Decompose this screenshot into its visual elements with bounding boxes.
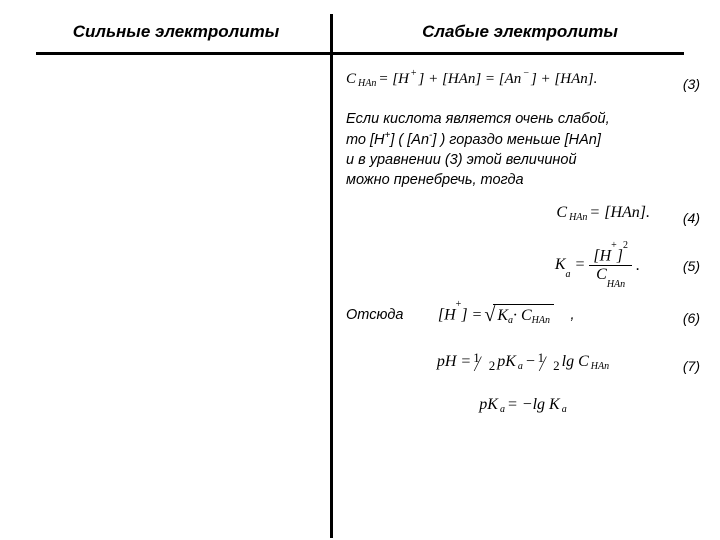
equation-3-number: (3)	[683, 76, 700, 92]
eq5-fraction: [H+]2 CHAn	[589, 246, 632, 286]
equation-3: CHAn = [H+] + [HAn] = [An−] + [HAn].	[346, 71, 597, 88]
equation-5-row: Ka = [H+]2 CHAn . (5)	[346, 246, 700, 286]
equation-4-number: (4)	[683, 210, 700, 226]
equation-6-number: (6)	[683, 310, 700, 326]
vertical-divider-header	[330, 14, 333, 52]
eq5-trail: .	[636, 257, 640, 275]
equation-4: CHAn = [HAn].	[556, 204, 650, 222]
explanatory-paragraph: Если кислота является очень слабой, то […	[346, 110, 700, 190]
eq5-lhs: Ka =	[555, 256, 585, 276]
header-strong-electrolytes: Сильные электролиты	[40, 22, 312, 42]
equation-3-row: CHAn = [H+] + [HAn] = [An−] + [HAn]. (3)	[346, 70, 700, 98]
equation-8-row: pKa = −lg Ka	[346, 396, 700, 424]
page: Сильные электролиты Слабые электролиты C…	[0, 0, 720, 540]
equation-5: Ka = [H+]2 CHAn .	[555, 246, 640, 286]
eq6-lhs: [H+] =	[438, 305, 482, 324]
eq6-trail: ,	[570, 307, 574, 323]
horizontal-divider	[36, 52, 684, 55]
equation-7-number: (7)	[683, 358, 700, 374]
table-header: Сильные электролиты Слабые электролиты	[40, 22, 680, 42]
eq6-lead: Отсюда	[346, 307, 403, 323]
vertical-divider-body	[330, 55, 333, 538]
para-line1: Если кислота является очень слабой,	[346, 111, 610, 127]
right-column: CHAn = [H+] + [HAn] = [An−] + [HAn]. (3)…	[346, 70, 700, 434]
eq5-numerator: [H+]2	[589, 246, 632, 265]
equation-4-row: CHAn = [HAn]. (4)	[346, 204, 700, 232]
header-weak-electrolytes: Слабые электролиты	[340, 22, 700, 42]
equation-6: [H+] = √ Ka · CHAn	[438, 304, 554, 325]
equation-8: pKa = −lg Ka	[479, 396, 566, 414]
eq5-denominator: CHAn	[592, 266, 629, 286]
equation-5-number: (5)	[683, 258, 700, 274]
equation-7: pH = 1⁄2 pKa − 1⁄2 lg CHAn	[437, 352, 609, 372]
eq6-radicand: Ka · CHAn	[493, 304, 554, 325]
para-line3: и в уравнении (3) этой величиной	[346, 152, 577, 168]
eq6-sqrt: √ Ka · CHAn	[484, 304, 554, 325]
para-line2: то [H+] ( [An-] ) гораздо меньше [HAn]	[346, 132, 601, 148]
equation-6-row: Отсюда [H+] = √ Ka · CHAn , (6)	[346, 304, 700, 332]
equation-7-row: pH = 1⁄2 pKa − 1⁄2 lg CHAn (7)	[346, 352, 700, 380]
para-line4: можно пренебречь, тогда	[346, 172, 524, 188]
